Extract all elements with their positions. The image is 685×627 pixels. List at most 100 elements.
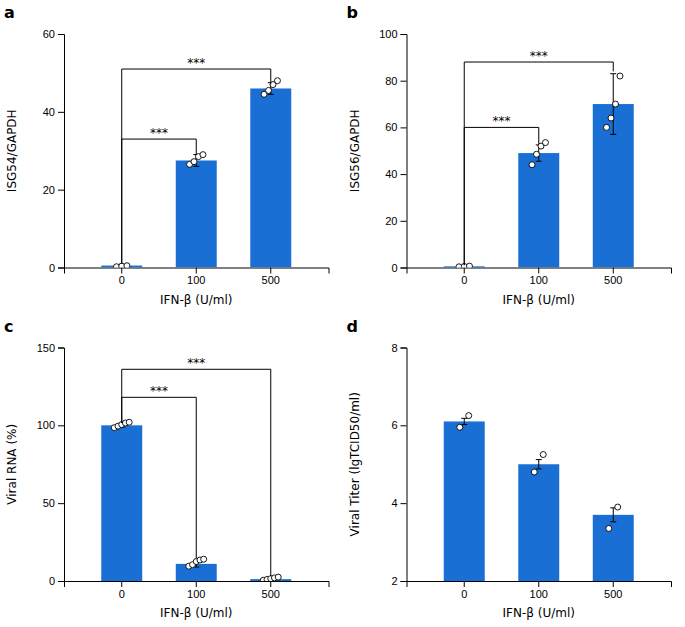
y-tick-mark	[401, 81, 407, 82]
x-tick: 500	[262, 268, 280, 287]
bracket-left	[464, 62, 465, 265]
y-tick: 80	[385, 75, 406, 87]
figure: 02040600100500******ISG54/GAPDHIFN-β (U/…	[0, 0, 685, 627]
error-bar-cap	[268, 94, 274, 95]
y-tick: 2	[391, 575, 406, 587]
x-tick: 500	[604, 268, 622, 287]
y-tick-mark	[58, 190, 64, 191]
x-tick-mark	[464, 268, 465, 274]
significance-bracket: ***	[464, 49, 613, 265]
y-axis-line	[58, 348, 65, 582]
x-axis-title: IFN-β (U/ml)	[160, 606, 232, 620]
y-axis: 0204060	[43, 28, 65, 274]
y-tick: 0	[391, 262, 406, 274]
y-tick: 60	[43, 28, 64, 40]
y-tick-label: 0	[391, 262, 397, 274]
error-bar-cap	[536, 459, 542, 460]
x-tick: 0	[119, 268, 125, 287]
plot-area	[444, 73, 634, 267]
x-tick-label: 100	[187, 588, 205, 600]
y-tick-mark	[401, 221, 407, 222]
x-tick-label: 100	[187, 274, 205, 286]
dot	[200, 152, 206, 158]
bracket-label: ***	[150, 384, 168, 398]
y-tick: 100	[37, 419, 64, 431]
error-bar-stem	[464, 418, 465, 424]
y-axis: 020406080100	[379, 28, 407, 274]
panel: 0204060801000100500******ISG56/GAPDHIFN-…	[347, 3, 672, 307]
y-axis: 050100150	[37, 342, 65, 588]
dot	[612, 101, 618, 107]
panel-label: d	[347, 317, 358, 336]
panel-label: a	[4, 3, 15, 22]
plot-area	[101, 78, 291, 268]
error-bar-cap	[193, 166, 199, 167]
y-tick-label: 0	[49, 575, 55, 587]
dot	[540, 452, 546, 458]
y-tick: 40	[385, 168, 406, 180]
plot-area	[444, 413, 634, 581]
y-tick-mark	[58, 34, 64, 35]
bracket-right	[270, 369, 271, 576]
x-axis-line	[407, 268, 672, 274]
y-tick-label: 100	[37, 419, 55, 431]
x-tick: 100	[187, 268, 205, 287]
y-axis-title: ISG54/GAPDH	[5, 109, 19, 192]
y-tick-label: 80	[385, 75, 397, 87]
y-tick: 0	[49, 262, 64, 274]
bar	[518, 464, 559, 581]
y-tick-mark	[58, 348, 64, 349]
panel-label: c	[4, 317, 13, 336]
x-axis-title: IFN-β (U/ml)	[503, 293, 575, 307]
y-tick-label: 8	[391, 342, 397, 354]
dot	[531, 469, 537, 475]
error-bar	[461, 418, 467, 424]
y-tick-label: 20	[385, 215, 397, 227]
x-tick-label: 0	[461, 588, 467, 600]
dot	[126, 419, 132, 425]
y-tick-mark	[401, 425, 407, 426]
x-tick: 500	[604, 581, 622, 600]
y-tick-mark	[401, 127, 407, 128]
error-bar-cap	[610, 521, 616, 522]
y-tick: 0	[49, 575, 64, 587]
panel: 02040600100500******ISG54/GAPDHIFN-β (U/…	[4, 3, 329, 307]
bracket-label: ***	[150, 126, 168, 140]
bar	[518, 153, 559, 267]
y-tick-mark	[401, 581, 407, 582]
x-axis-title: IFN-β (U/ml)	[160, 293, 232, 307]
dot	[466, 413, 472, 419]
error-bar	[610, 508, 616, 522]
x-axis: 0 100 500	[407, 581, 672, 600]
bracket-right	[196, 397, 197, 558]
dot	[457, 424, 463, 430]
x-tick-mark	[270, 268, 271, 274]
bracket-label: ***	[530, 49, 548, 63]
bar	[101, 425, 142, 581]
dot	[266, 87, 272, 93]
x-axis-line	[65, 582, 330, 588]
bracket-right	[613, 62, 614, 71]
y-tick: 20	[385, 215, 406, 227]
y-tick-mark	[58, 425, 64, 426]
y-axis-line	[58, 35, 65, 269]
x-tick-label: 500	[604, 588, 622, 600]
y-tick-mark	[58, 112, 64, 113]
y-tick-label: 40	[385, 168, 397, 180]
y-tick-label: 20	[43, 184, 55, 196]
x-tick-mark	[538, 581, 539, 587]
error-bar-cap	[610, 134, 616, 135]
x-axis: 0100500	[65, 581, 330, 600]
dot	[542, 140, 548, 146]
bracket-left	[121, 69, 122, 264]
bar	[176, 160, 217, 267]
x-axis-title: IFN-β (U/ml)	[503, 606, 575, 620]
y-axis: 2468	[391, 342, 407, 588]
dot	[191, 159, 197, 165]
error-bar-cap	[610, 73, 616, 74]
y-axis-title: Viral Titer (lgTCID50/ml)	[348, 392, 362, 536]
x-tick-mark	[196, 268, 197, 274]
x-tick-label: 100	[530, 588, 548, 600]
y-tick: 150	[37, 342, 64, 354]
error-bar-cap	[536, 468, 542, 469]
